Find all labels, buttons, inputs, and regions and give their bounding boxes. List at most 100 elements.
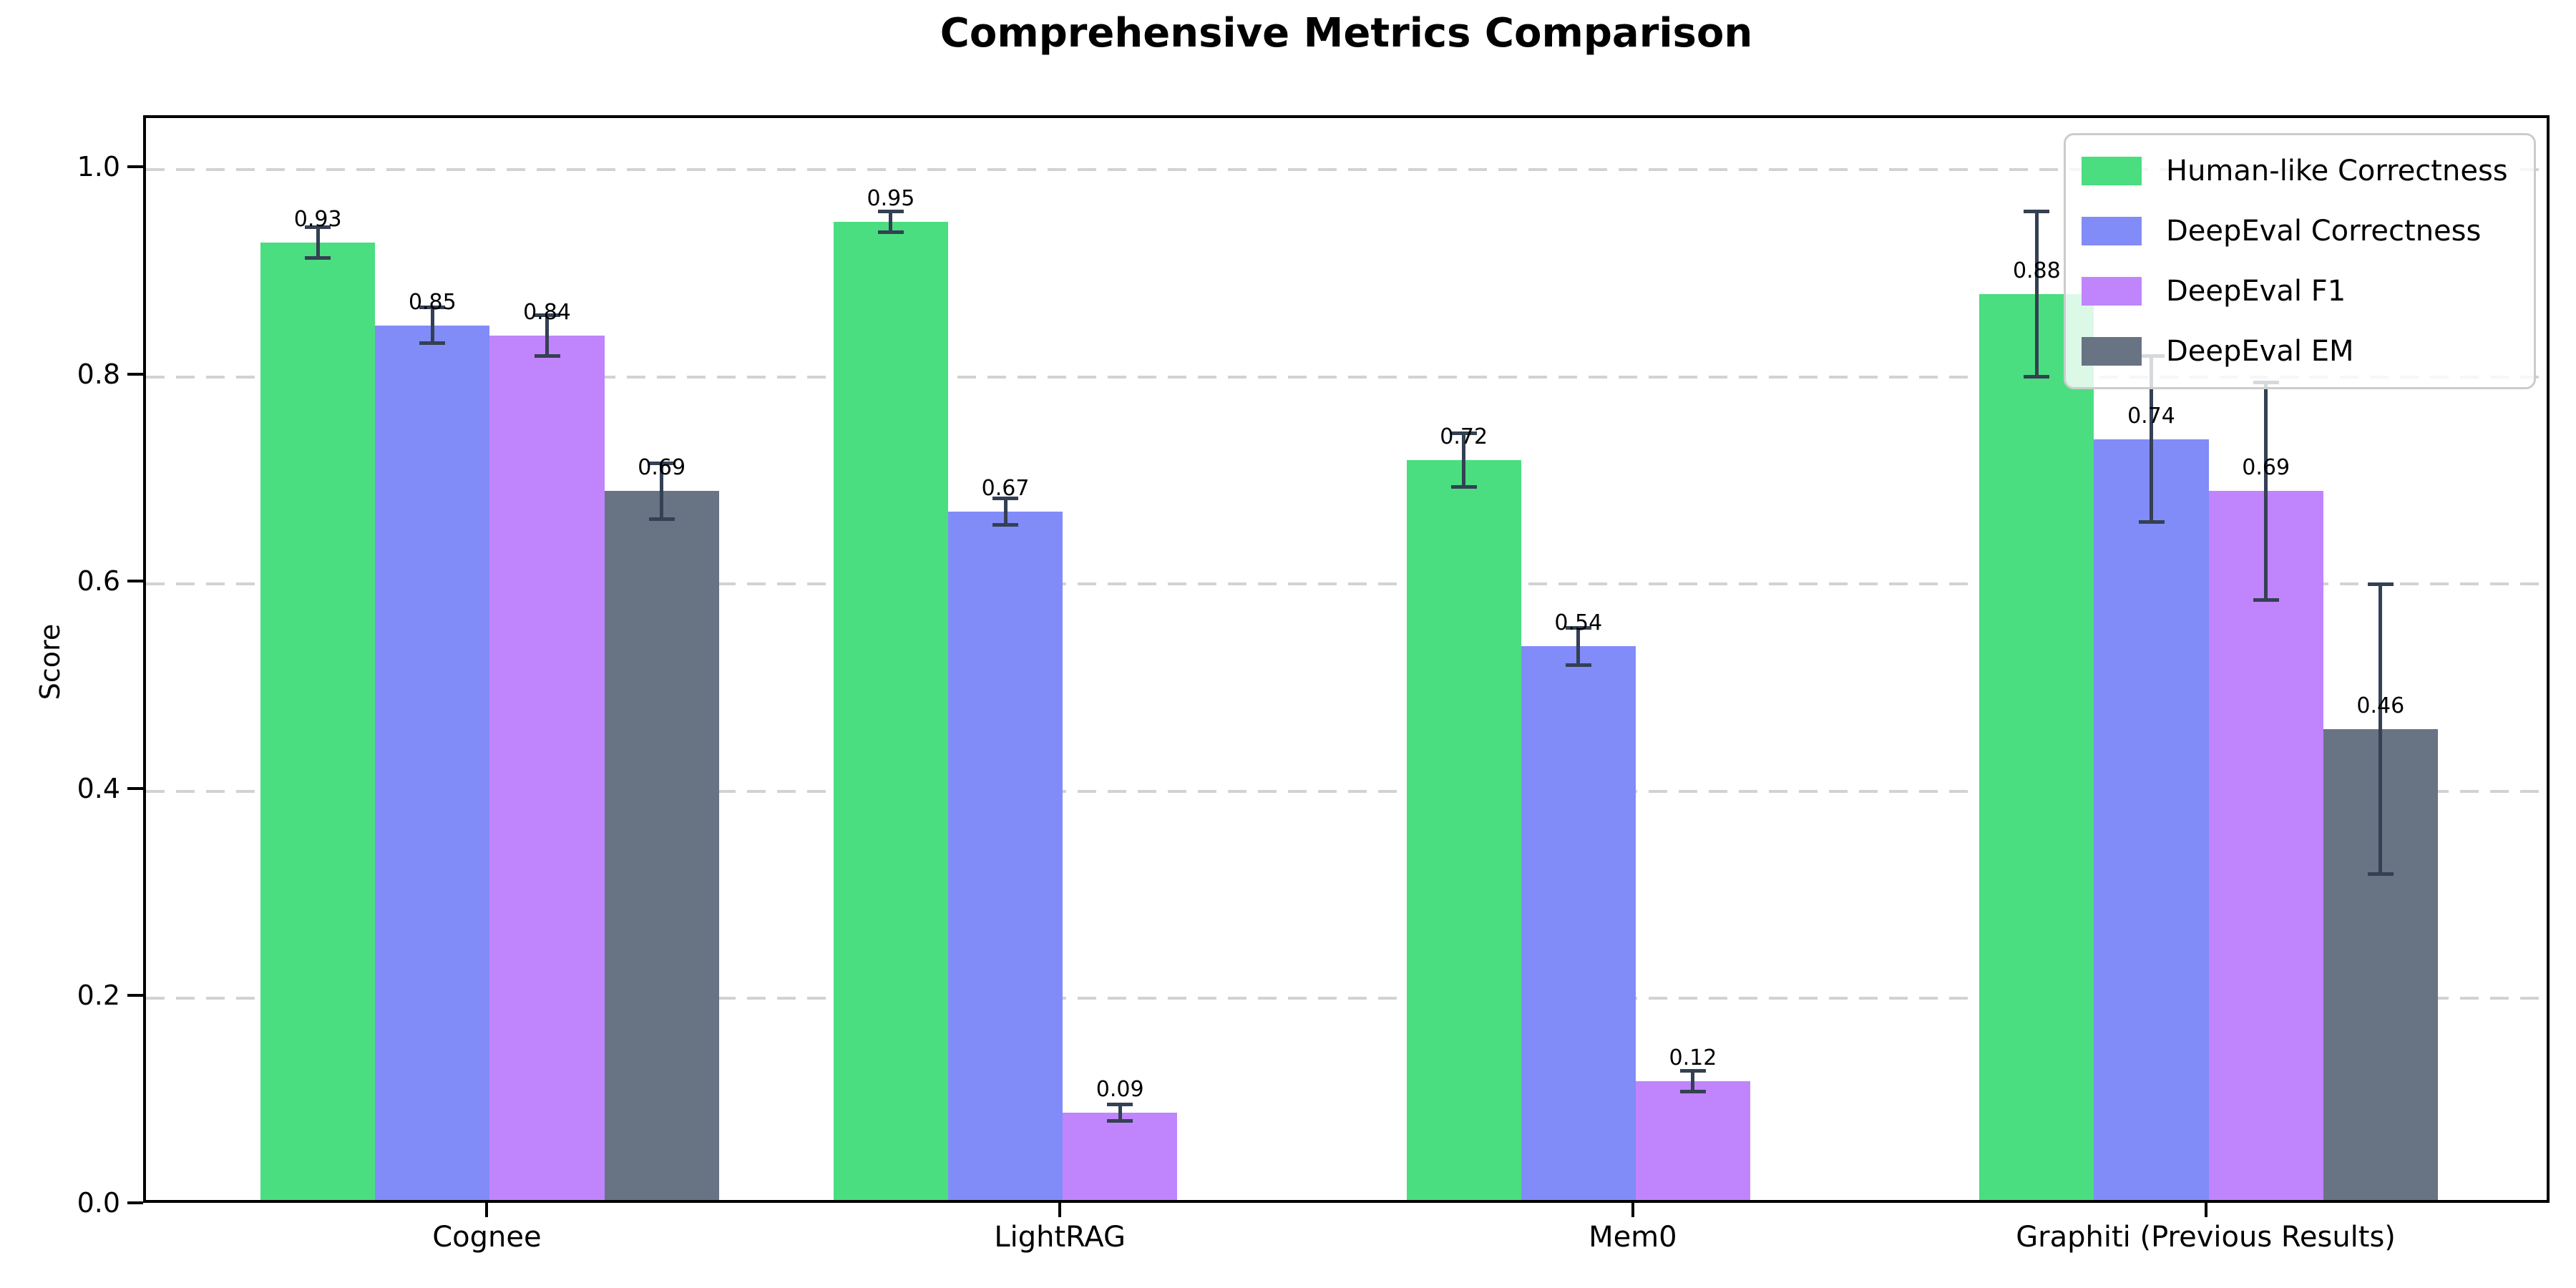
- legend-label: Human-like Correctness: [2166, 155, 2508, 187]
- error-bar-cap: [1679, 1090, 1706, 1094]
- error-bar: [1003, 498, 1008, 525]
- error-bar-cap: [877, 209, 904, 213]
- error-bar-cap: [1795, 1199, 1821, 1200]
- error-bar: [2150, 356, 2153, 522]
- error-bar-cap: [1107, 1102, 1133, 1106]
- bar-value-label: 0.69: [2242, 455, 2290, 481]
- bar: [2094, 439, 2209, 1200]
- bar-value-label: 0.84: [523, 300, 571, 326]
- bar-value-label: 0.67: [981, 476, 1030, 502]
- error-bar: [1576, 628, 1581, 665]
- legend-item: Human-like Correctness: [2082, 141, 2534, 201]
- legend-item: DeepEval F1: [2082, 261, 2534, 321]
- error-bar-cap: [419, 306, 446, 310]
- error-bar-cap: [877, 230, 904, 234]
- bar: [489, 336, 605, 1200]
- x-tick-label: Graphiti (Previous Results): [2016, 1221, 2396, 1254]
- legend-label: DeepEval EM: [2166, 335, 2354, 368]
- bar: [2208, 491, 2323, 1200]
- x-tick-mark: [1058, 1203, 1062, 1217]
- legend-swatch: [2082, 337, 2142, 366]
- x-tick-label: Cognee: [432, 1221, 542, 1254]
- error-bar: [1691, 1070, 1695, 1092]
- error-bar-cap: [1565, 663, 1591, 667]
- gridline: [146, 582, 2547, 586]
- error-bar-cap: [1221, 1199, 1248, 1200]
- bar-value-label: 0.69: [638, 455, 686, 481]
- plot-area: 0.93 0.95 0.72 0.88 0.85 0.67 0.54 0.74 0.84 0.09…: [143, 115, 2550, 1203]
- gridline: [146, 789, 2547, 793]
- x-tick-label: LightRAG: [994, 1221, 1126, 1254]
- error-bar-cap: [648, 461, 675, 465]
- error-bar: [430, 307, 434, 343]
- y-tick-label: 0.8: [77, 358, 120, 390]
- bar-value-label: 0.93: [293, 206, 342, 232]
- y-tick-label: 0.6: [77, 565, 120, 597]
- bar: [833, 221, 948, 1200]
- error-bar-cap: [1565, 625, 1591, 630]
- chart-title: Comprehensive Metrics Comparison: [940, 10, 1753, 57]
- error-bar-cap: [1450, 484, 1477, 489]
- error-bar: [1233, 1201, 1236, 1203]
- x-tick-mark: [2204, 1203, 2207, 1217]
- x-tick-mark: [485, 1203, 489, 1217]
- x-tick-mark: [1631, 1203, 1634, 1217]
- error-bar-cap: [2253, 597, 2279, 602]
- error-bar-cap: [2024, 209, 2050, 213]
- bar: [375, 325, 490, 1200]
- error-bar: [545, 315, 549, 356]
- bar: [1635, 1081, 1750, 1200]
- error-bar-cap: [1450, 431, 1477, 435]
- gridline: [146, 997, 2547, 1000]
- bar: [1406, 459, 1521, 1200]
- error-bar-cap: [992, 523, 1019, 527]
- bar: [1521, 646, 1636, 1200]
- bar: [1063, 1112, 1178, 1200]
- y-tick-label: 1.0: [77, 151, 120, 183]
- y-tick-label: 0.0: [77, 1187, 120, 1219]
- error-bar-cap: [2024, 375, 2050, 379]
- bar-value-label: 0.72: [1440, 424, 1488, 449]
- error-bar: [2379, 584, 2383, 874]
- bar-value-label: 0.46: [2356, 693, 2405, 719]
- y-tick-mark: [127, 1201, 143, 1204]
- bar-value-label: 0.95: [867, 185, 915, 211]
- y-tick-label: 0.2: [77, 980, 120, 1012]
- y-tick-mark: [127, 786, 143, 790]
- error-bar-cap: [1107, 1118, 1133, 1123]
- legend: Human-like Correctness DeepEval Correctne…: [2064, 133, 2536, 389]
- error-bar-cap: [534, 313, 560, 317]
- legend-label: DeepEval Correctness: [2166, 215, 2482, 248]
- gridline: [146, 168, 2547, 172]
- bar-value-label: 0.54: [1554, 610, 1603, 636]
- error-bar-cap: [419, 341, 446, 345]
- error-bar: [1806, 1201, 1810, 1203]
- bar-value-label: 0.74: [2127, 403, 2175, 429]
- legend-swatch: [2082, 277, 2142, 306]
- y-axis-label: Score: [34, 623, 66, 701]
- y-tick-mark: [127, 580, 143, 583]
- error-bar-cap: [534, 354, 560, 358]
- error-bar-cap: [2367, 872, 2394, 877]
- error-bar-cap: [305, 255, 331, 260]
- error-bar: [1118, 1104, 1122, 1121]
- error-bar-cap: [305, 225, 331, 229]
- bar-value-label: 0.85: [408, 289, 457, 315]
- bar-value-label: 0.09: [1096, 1076, 1144, 1102]
- error-bar: [316, 227, 320, 258]
- y-tick-mark: [127, 372, 143, 376]
- error-bar: [2264, 382, 2268, 600]
- error-bar-cap: [2367, 582, 2394, 586]
- bar: [604, 491, 719, 1200]
- legend-label: DeepEval F1: [2166, 275, 2346, 308]
- error-bar-cap: [1679, 1069, 1706, 1073]
- bar-value-label: 0.12: [1669, 1045, 1717, 1071]
- y-tick-mark: [127, 165, 143, 169]
- legend-swatch: [2082, 157, 2142, 185]
- error-bar: [889, 211, 893, 233]
- bar-value-label: 0.88: [2012, 258, 2061, 284]
- legend-item: DeepEval EM: [2082, 321, 2534, 381]
- gridline: [146, 375, 2547, 379]
- error-bar: [2034, 211, 2039, 377]
